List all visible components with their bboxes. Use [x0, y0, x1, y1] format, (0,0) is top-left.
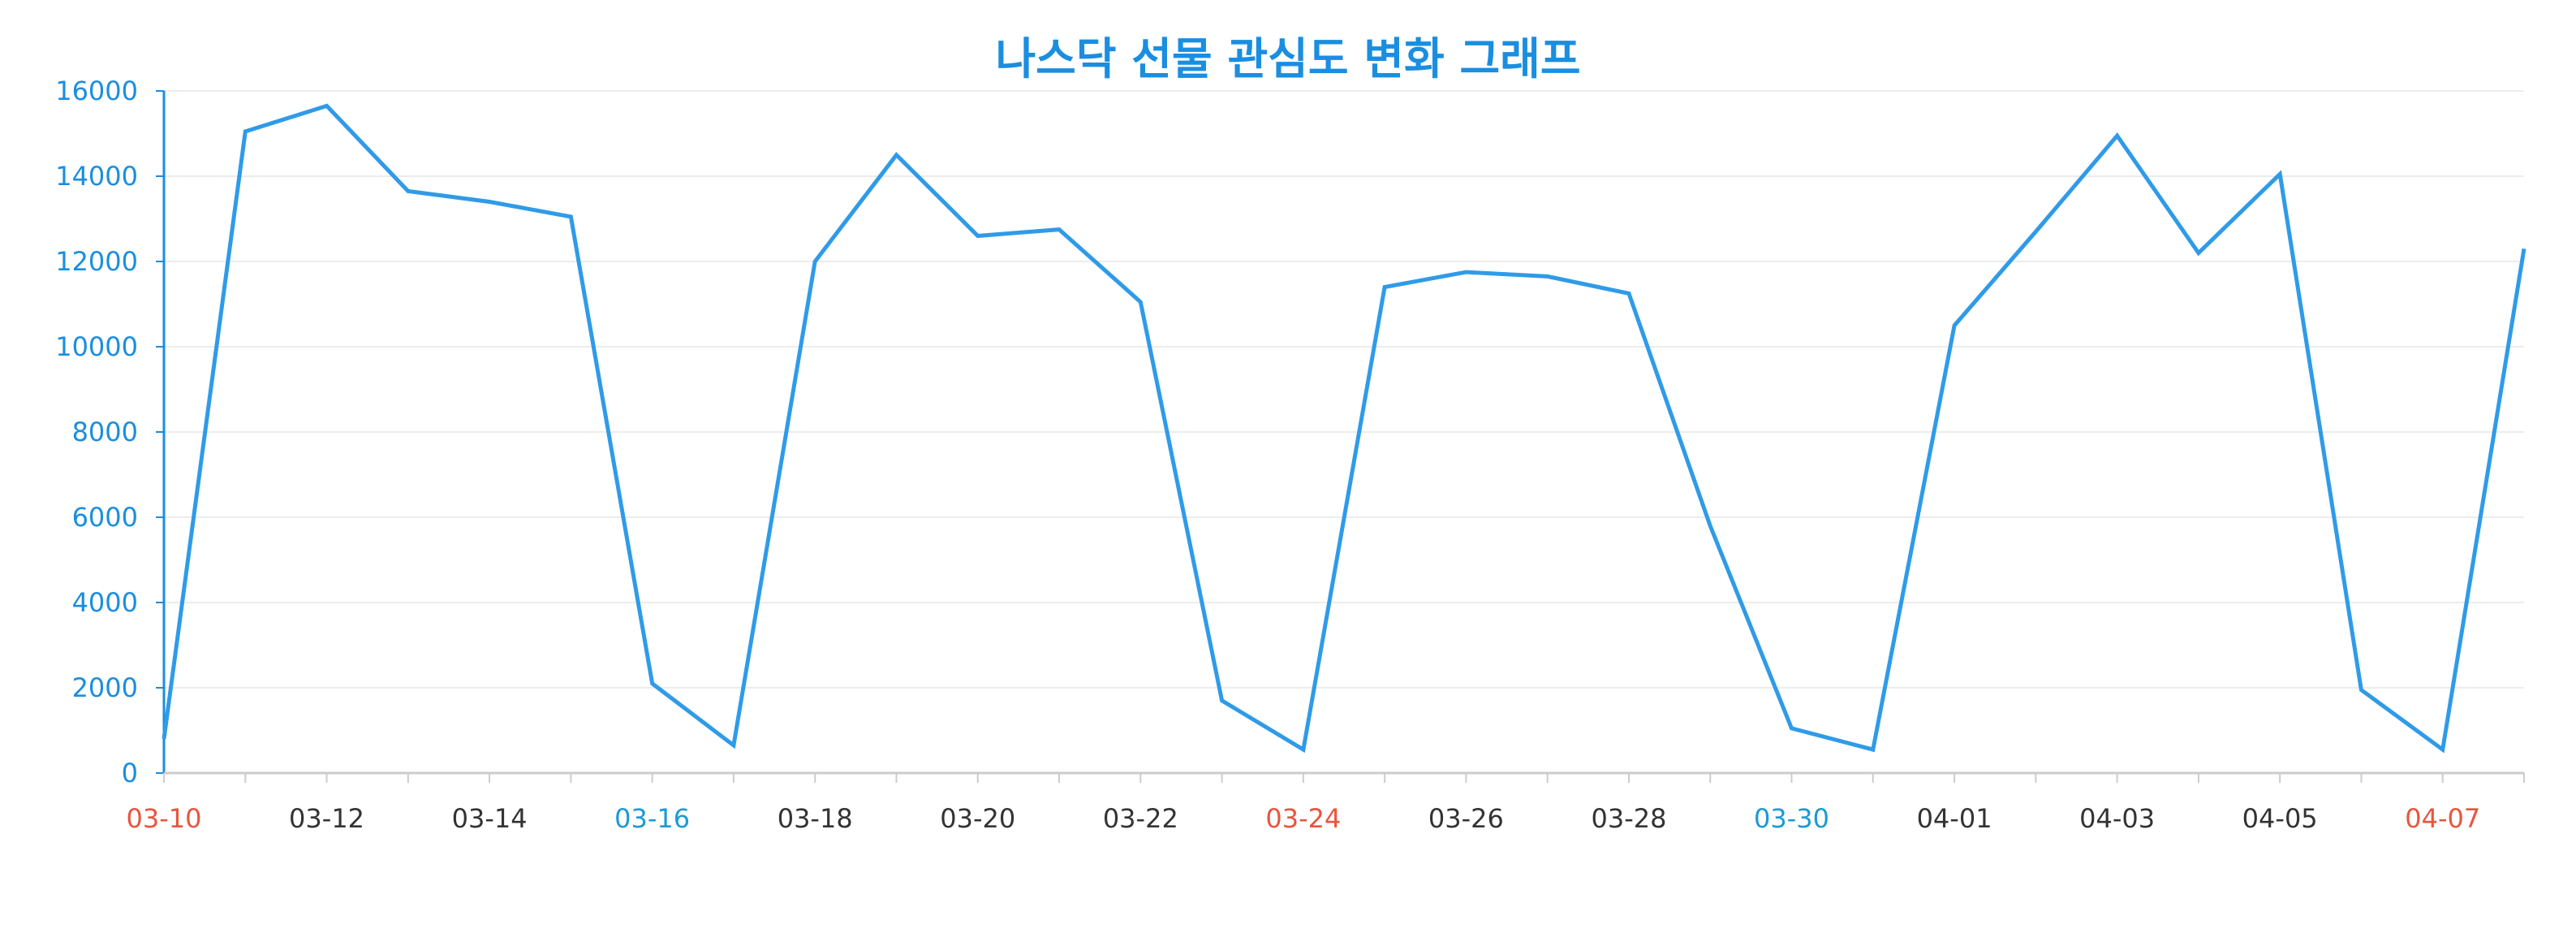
y-tick-label: 10000: [55, 331, 138, 362]
y-tick-label: 6000: [72, 502, 138, 533]
x-tick-label: 03-20: [940, 803, 1015, 834]
data-point: [1626, 291, 1631, 296]
x-tick-label: 03-10: [127, 803, 202, 834]
data-point: [406, 188, 411, 193]
data-point: [487, 200, 492, 205]
y-tick-label: 8000: [72, 417, 138, 447]
x-tick-label: 04-05: [2242, 803, 2318, 834]
data-point: [1220, 698, 1225, 703]
series-line: [162, 103, 2526, 754]
data-point: [1382, 285, 1387, 290]
y-tick-label: 16000: [55, 76, 138, 106]
data-point: [2115, 133, 2120, 138]
data-point: [1871, 747, 1876, 752]
data-point: [1952, 323, 1957, 328]
x-tick-label: 03-18: [778, 803, 853, 834]
x-tick-label: 03-22: [1103, 803, 1178, 834]
data-point: [1463, 270, 1468, 274]
data-point: [2522, 246, 2526, 251]
data-point: [1057, 227, 1062, 232]
data-point: [2033, 229, 2038, 234]
data-point: [325, 103, 330, 108]
y-tick-label: 2000: [72, 672, 138, 703]
y-tick-label: 0: [122, 758, 138, 788]
tick-labels: 0 2000 4000 6000 8000 10000 12000 14000 16000 03-…: [55, 76, 2480, 834]
data-point: [162, 736, 166, 741]
x-tick-label: 03-24: [1265, 803, 1341, 834]
data-point: [2358, 688, 2363, 693]
x-tick-label: 03-14: [452, 803, 528, 834]
data-point: [650, 681, 655, 686]
x-tick-label: 04-07: [2405, 803, 2480, 834]
x-tick-label: 03-12: [289, 803, 364, 834]
data-point: [243, 129, 248, 134]
data-point: [2196, 251, 2201, 256]
data-point: [1138, 300, 1143, 305]
x-tick-label: 04-03: [2079, 803, 2155, 834]
x-tick-label: 03-28: [1591, 803, 1666, 834]
data-point: [1790, 726, 1794, 731]
data-point: [1545, 274, 1550, 279]
data-point: [2440, 747, 2445, 752]
data-point: [976, 234, 980, 239]
data-point: [731, 743, 736, 748]
data-point: [894, 153, 898, 158]
data-point: [1708, 524, 1712, 529]
x-tick-label: 03-26: [1428, 803, 1504, 834]
y-tick-label: 4000: [72, 587, 138, 618]
data-point: [568, 214, 573, 219]
chart-title: 나스닥 선물 관심도 변화 그래프: [995, 33, 1581, 84]
series-layer: [162, 103, 2526, 754]
x-tick-label: 03-16: [614, 803, 690, 834]
data-point: [2277, 171, 2282, 176]
y-tick-label: 12000: [55, 246, 138, 277]
data-point: [812, 259, 817, 264]
grid-lines: [164, 90, 2524, 689]
x-tick-label: 04-01: [1917, 803, 1992, 834]
axes: [156, 90, 2525, 783]
x-tick-label: 03-30: [1754, 803, 1829, 834]
data-point: [1301, 747, 1306, 752]
y-tick-label: 14000: [55, 161, 138, 192]
